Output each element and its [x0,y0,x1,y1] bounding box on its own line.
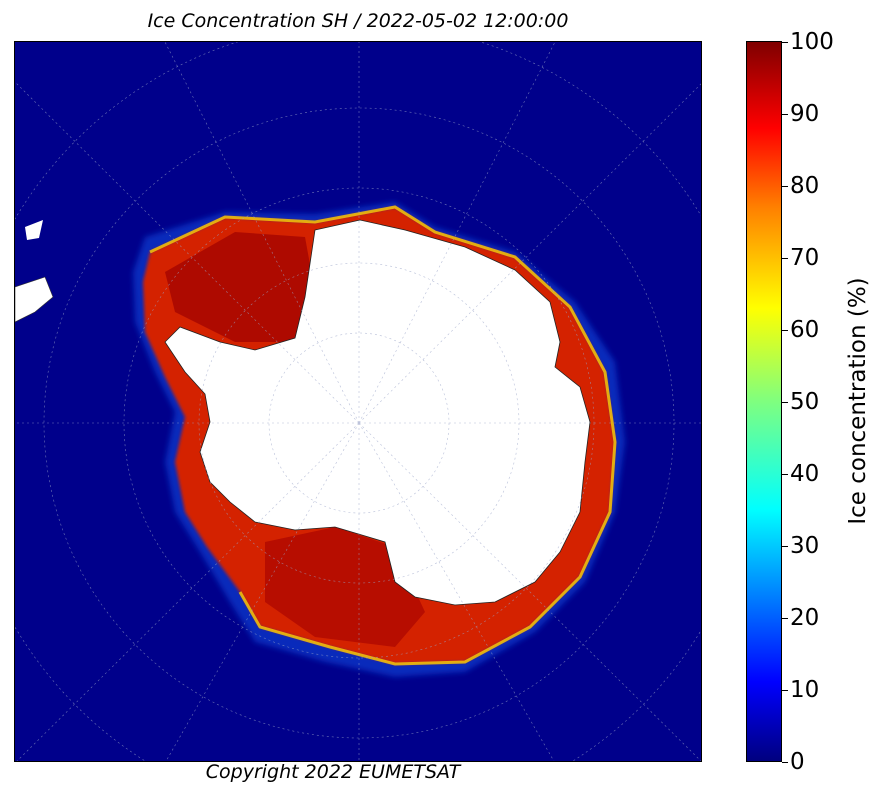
sea-ice-core [165,232,315,342]
copyright-text: Copyright 2022 EUMETSAT [205,761,461,783]
continent [164,219,591,606]
colorbar [746,41,782,762]
polar-map [14,41,702,762]
south-america-tip [15,276,54,323]
graticule [15,42,701,761]
colorbar-label: Ice concentration (%) [845,277,871,525]
sea-ice-core-2 [265,527,425,647]
colorbar-ticks: 0 10 20 30 40 50 60 70 80 90 100 [782,29,842,775]
map-title: Ice Concentration SH / 2022-05-02 12:00:… [147,10,569,32]
